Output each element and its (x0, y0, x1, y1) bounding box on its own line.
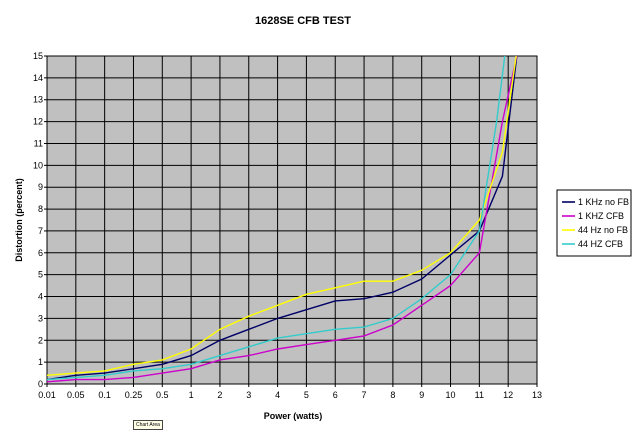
x-tick-label: 11 (475, 390, 484, 400)
y-tick-label: 3 (38, 313, 43, 323)
chart-title: 1628SE CFB TEST (255, 15, 351, 27)
y-tick-label: 2 (38, 335, 43, 345)
x-tick-label: 9 (419, 390, 424, 400)
y-tick-label: 0 (38, 379, 43, 389)
series-lines (47, 56, 518, 383)
y-tick-label: 7 (38, 226, 43, 236)
y-tick-label: 15 (33, 51, 43, 61)
plot-area (46, 55, 538, 385)
x-tick-label: 6 (333, 390, 338, 400)
x-tick-label: 0.05 (67, 390, 85, 400)
x-tick-label: 0.1 (98, 390, 111, 400)
y-tick-label: 1 (38, 357, 43, 367)
x-axis-ticks: 0.01 0.05 0.1 0.25 0.5 1 2 3 4 5 6 7 8 9 10 11 12 13 (38, 384, 542, 400)
x-tick-label: 7 (362, 390, 367, 400)
x-tick-label: 0.25 (125, 390, 143, 400)
x-tick-label: 13 (532, 390, 542, 400)
y-tick-label: 9 (38, 182, 43, 192)
chart-area-tooltip: Chart Area (133, 420, 163, 430)
x-axis-label: Power (watts) (264, 411, 323, 421)
x-tick-label: 10 (446, 390, 456, 400)
x-tick-label: 0.5 (156, 390, 169, 400)
x-tick-label: 12 (503, 390, 513, 400)
series-line-2 (47, 56, 517, 376)
legend-entry: 44 Hz no FB (578, 225, 628, 235)
series-line-0 (47, 56, 518, 381)
y-tick-label: 12 (33, 117, 43, 127)
x-tick-label: 4 (275, 390, 280, 400)
series-line-1 (47, 56, 518, 383)
legend-entry: 44 HZ CFB (578, 239, 623, 249)
y-tick-label: 11 (34, 138, 43, 148)
y-tick-label: 8 (38, 204, 43, 214)
y-tick-label: 6 (38, 248, 43, 258)
x-tick-label: 2 (217, 390, 222, 400)
x-tick-label: 0.01 (38, 390, 56, 400)
y-tick-label: 13 (33, 95, 43, 105)
legend-entry: 1 KHz no FB (578, 197, 629, 207)
y-tick-label: 10 (33, 160, 43, 170)
series-line-3 (47, 56, 506, 381)
y-tick-label: 14 (33, 73, 43, 83)
y-tick-label: 5 (38, 270, 43, 280)
x-tick-label: 3 (246, 390, 251, 400)
legend-box (556, 189, 632, 257)
legend: 1 KHz no FB 1 KHZ CFB 44 Hz no FB 44 HZ CFB (556, 189, 632, 257)
x-tick-label: 1 (189, 390, 194, 400)
x-tick-label: 8 (390, 390, 395, 400)
y-tick-label: 4 (38, 292, 43, 302)
x-tick-label: 5 (304, 390, 309, 400)
y-axis-label: Distortion (percent) (14, 178, 24, 262)
legend-entry: 1 KHZ CFB (578, 211, 624, 221)
